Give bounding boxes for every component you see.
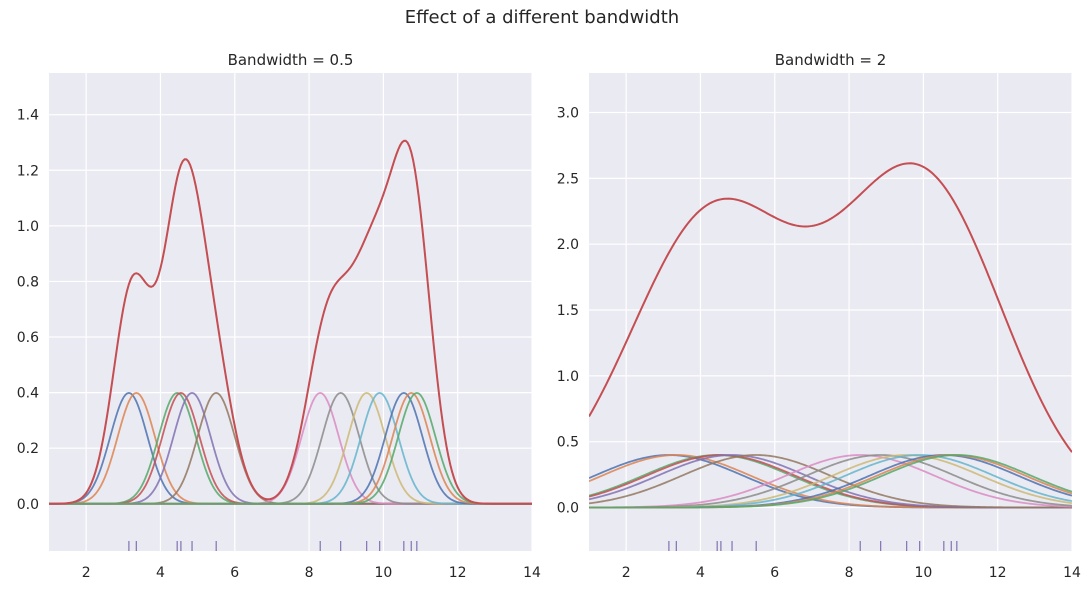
- axes-background: [589, 73, 1072, 551]
- x-tick-label: 8: [845, 565, 854, 581]
- x-tick-label: 12: [449, 565, 467, 581]
- y-tick-label: 1.2: [17, 163, 39, 179]
- plot-area: [589, 162, 1072, 551]
- y-tick-label: 0.0: [557, 501, 579, 517]
- kernel-line: [589, 454, 1072, 509]
- y-tick-label: 0.6: [17, 330, 39, 346]
- y-tick-label: 1.5: [557, 303, 579, 319]
- x-tick-label: 12: [989, 565, 1007, 581]
- y-tick-label: 0.0: [17, 497, 39, 513]
- y-tick-label: 0.4: [17, 386, 39, 402]
- subplot-1: 2 4 6 8 10 12 14 0.0 0.2 0.4 0.6 0.8 1.0 1.2 1.4 Bandwi…: [17, 51, 541, 581]
- x-tick-label: 6: [230, 565, 239, 581]
- plot-area: [49, 139, 532, 551]
- subplot-title: Bandwidth = 0.5: [228, 51, 354, 69]
- x-tick-label: 4: [696, 565, 705, 581]
- y-tick-label: 1.0: [557, 369, 579, 385]
- y-tick-label: 2.0: [557, 237, 579, 253]
- y-tick-label: 3.0: [557, 106, 579, 122]
- density-sum-line: [589, 162, 1072, 453]
- x-tick-label: 14: [523, 565, 541, 581]
- x-tick-label: 2: [82, 565, 91, 581]
- kernel-line: [589, 454, 1072, 509]
- y-tick-label: 0.5: [557, 435, 579, 451]
- axes-background: [49, 73, 532, 551]
- y-tick-label: 1.0: [17, 219, 39, 235]
- x-tick-label: 10: [374, 565, 392, 581]
- kernel-line: [49, 391, 532, 505]
- figure-title: Effect of a different bandwidth: [404, 7, 680, 28]
- y-tick-label: 1.4: [17, 108, 39, 124]
- density-sum-line: [49, 139, 532, 505]
- x-tick-label: 4: [156, 565, 165, 581]
- y-tick-label: 0.2: [17, 441, 39, 457]
- subplot-2: 2 4 6 8 10 12 14 0.0 0.5 1.0 1.5 2.0 2.5 3.0 Bandwidth…: [557, 51, 1081, 581]
- x-tick-label: 10: [914, 565, 932, 581]
- subplot-title: Bandwidth = 2: [775, 51, 887, 69]
- x-tick-label: 6: [770, 565, 779, 581]
- y-tick-label: 0.8: [17, 274, 39, 290]
- x-tick-label: 14: [1063, 565, 1081, 581]
- x-tick-label: 2: [622, 565, 631, 581]
- x-tick-label: 8: [305, 565, 314, 581]
- y-tick-label: 2.5: [557, 171, 579, 187]
